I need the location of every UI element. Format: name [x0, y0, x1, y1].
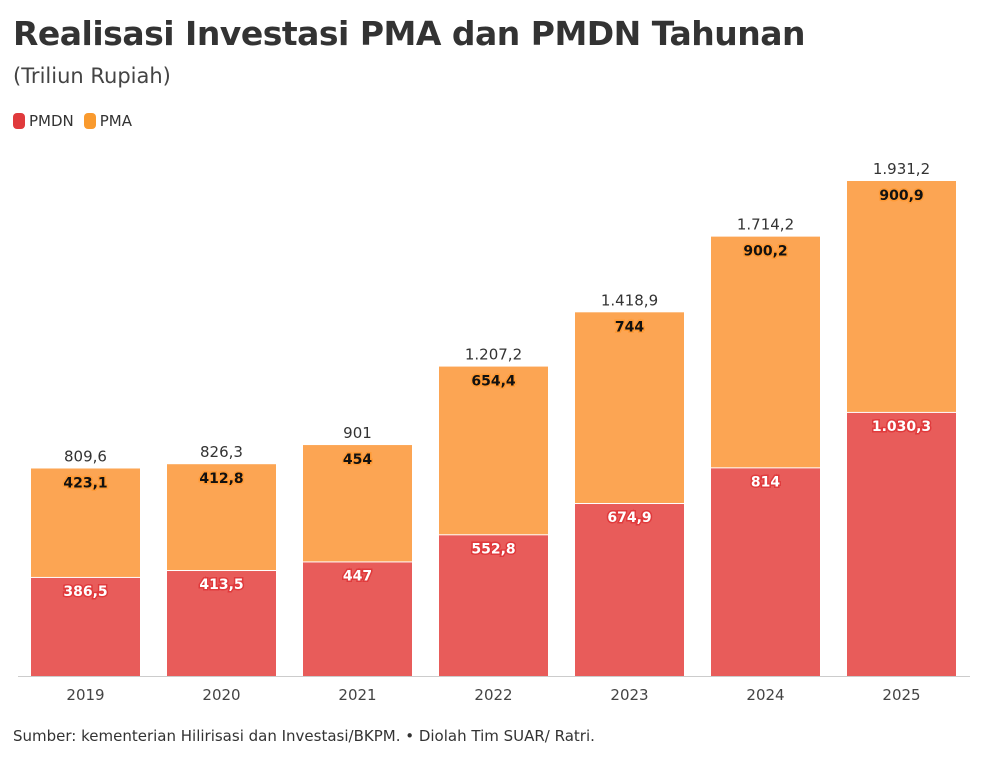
- bar-pma-2023: [575, 312, 684, 504]
- data-label-pmdn: 552,8: [471, 541, 515, 557]
- total-label: 809,6: [64, 447, 107, 465]
- bar-pmdn-2023: [575, 504, 684, 676]
- total-label: 1.931,2: [873, 160, 930, 178]
- x-tick-label: 2025: [882, 686, 920, 704]
- stacked-bar-chart: 386,5 423,1 809,6 2019 413,5 412,8 826,3 2020 44…: [18, 160, 970, 704]
- data-label-pma: 900,9: [879, 188, 923, 204]
- total-label: 1.207,2: [465, 346, 522, 364]
- legend-item-pma: PMA: [83, 112, 133, 130]
- data-label-pmdn: 1.030,3: [872, 419, 931, 435]
- x-tick-label: 2024: [746, 686, 784, 704]
- data-label-pma: 454: [343, 452, 372, 468]
- legend: PMDN PMA: [13, 112, 142, 130]
- data-label-pmdn: 814: [751, 474, 780, 490]
- bar-pma-2019: [31, 468, 140, 577]
- bar-pma-2020: [167, 464, 276, 571]
- bar-pma-2022: [439, 366, 548, 535]
- bar-pmdn-2024: [711, 468, 820, 676]
- legend-label: PMDN: [29, 112, 74, 130]
- source-note: Sumber: kementerian Hilirisasi dan Inves…: [13, 727, 595, 745]
- total-label: 1.418,9: [601, 291, 658, 309]
- x-tick-label: 2021: [338, 686, 376, 704]
- bar-pma-2024: [711, 236, 820, 468]
- bar-pma-2025: [847, 181, 956, 412]
- data-label-pma: 900,2: [743, 244, 787, 260]
- legend-item-pmdn: PMDN: [13, 112, 74, 130]
- total-label: 826,3: [200, 443, 243, 461]
- data-label-pma: 744: [615, 319, 644, 335]
- x-tick-label: 2020: [202, 686, 240, 704]
- bar-pma-2021: [303, 445, 412, 562]
- data-label-pma: 423,1: [63, 475, 107, 491]
- legend-swatch: [13, 113, 25, 129]
- total-label: 1.714,2: [737, 216, 794, 234]
- bar-pmdn-2019: [31, 577, 140, 676]
- bar-pmdn-2020: [167, 571, 276, 676]
- bar-pmdn-2025: [847, 412, 956, 676]
- data-label-pmdn: 413,5: [199, 577, 243, 593]
- legend-swatch: [83, 113, 96, 129]
- data-label-pmdn: 386,5: [63, 584, 107, 600]
- x-tick-label: 2022: [474, 686, 512, 704]
- data-label-pmdn: 674,9: [607, 510, 651, 526]
- bar-pmdn-2022: [439, 535, 548, 676]
- bar-pmdn-2021: [303, 562, 412, 676]
- data-label-pma: 412,8: [199, 471, 243, 487]
- total-label: 901: [343, 424, 372, 442]
- x-tick-label: 2019: [66, 686, 104, 704]
- chart-subtitle: (Triliun Rupiah): [13, 64, 171, 88]
- data-label-pmdn: 447: [343, 568, 372, 584]
- legend-label: PMA: [99, 112, 133, 130]
- chart-title: Realisasi Investasi PMA dan PMDN Tahunan: [13, 14, 806, 53]
- x-tick-label: 2023: [610, 686, 648, 704]
- data-label-pma: 654,4: [471, 374, 516, 390]
